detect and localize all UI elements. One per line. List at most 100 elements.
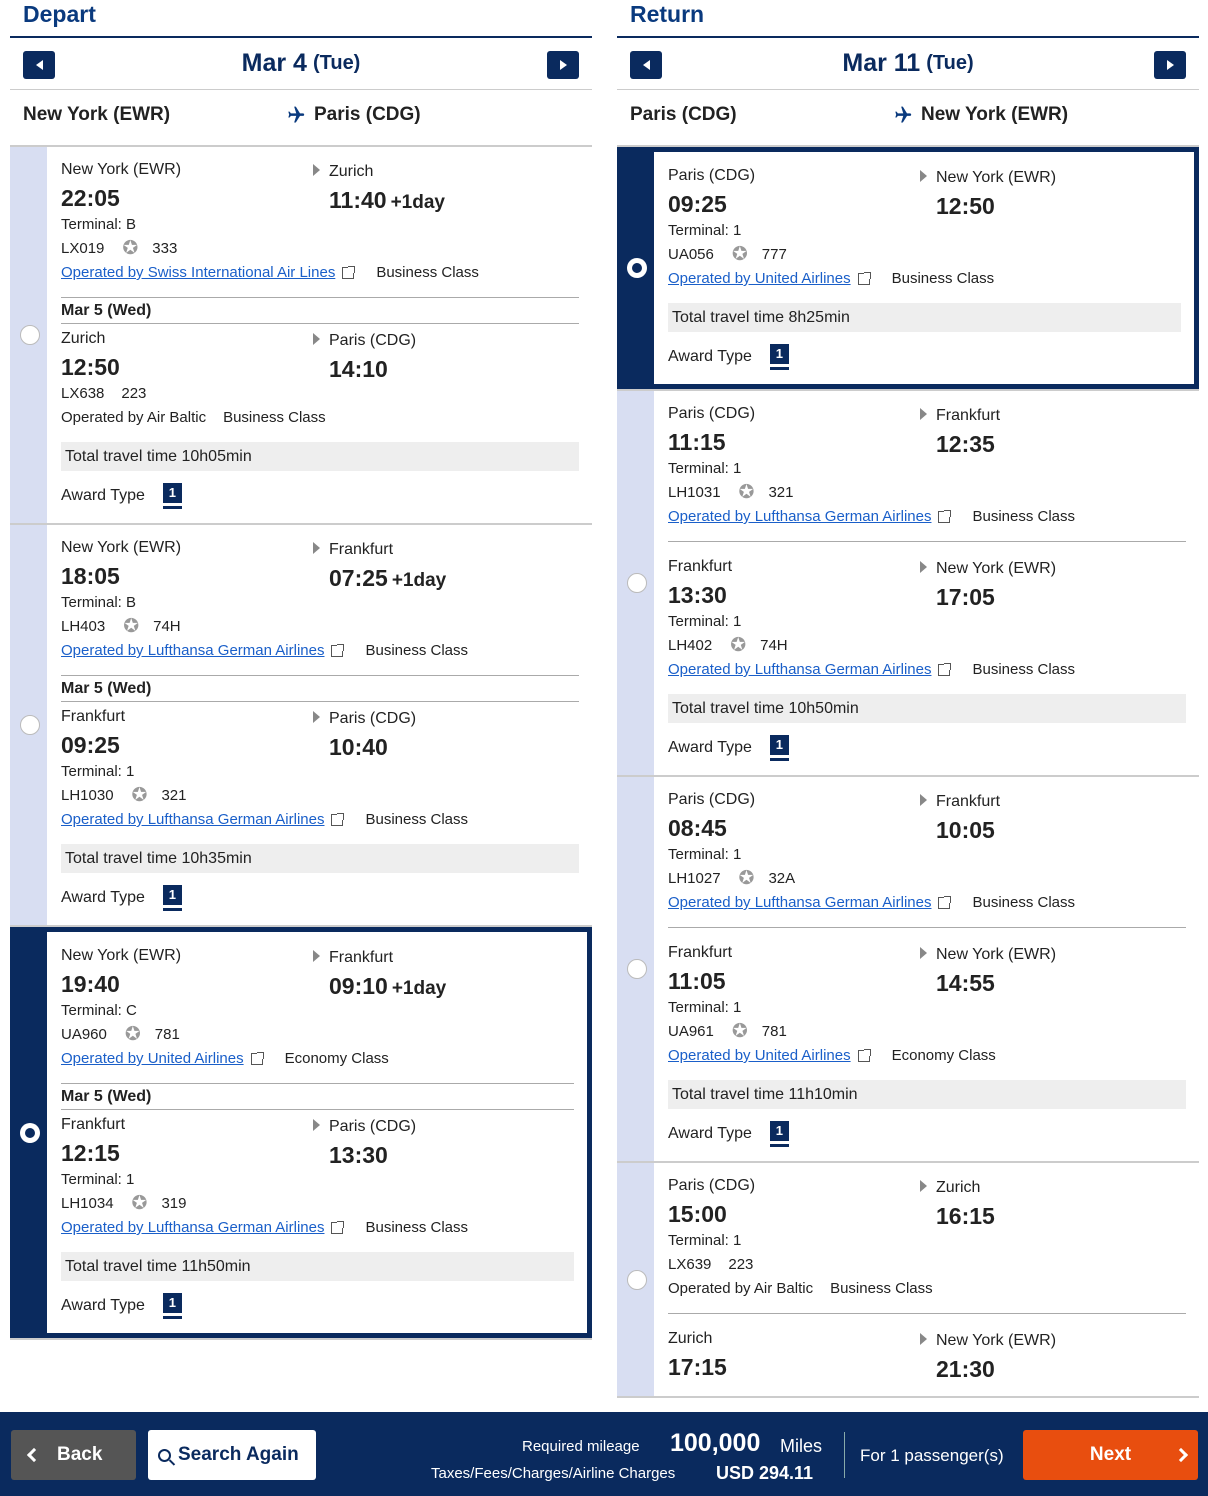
badge-underline: [162, 1316, 182, 1319]
award-type: Award Type 1: [61, 885, 579, 911]
return-dow: (Tue): [926, 52, 974, 74]
operator-link[interactable]: Operated by Lufthansa German Airlines: [668, 661, 932, 678]
terminal: Terminal: C: [61, 1002, 137, 1019]
flight-option[interactable]: Paris (CDG) 08:45 Frankfurt 10:05 Terminal: …: [617, 777, 1199, 1163]
star-alliance-icon: ✪: [122, 238, 139, 259]
selection-rail[interactable]: [10, 147, 47, 523]
operator-link[interactable]: Operated by Swiss International Air Line…: [61, 264, 336, 281]
aircraft-type: 74H: [760, 637, 788, 654]
terminal: Terminal: 1: [668, 1232, 742, 1249]
operator-link[interactable]: Operated by United Airlines: [668, 1047, 851, 1064]
star-alliance-icon: ✪: [131, 1193, 148, 1214]
search-again-button[interactable]: Search Again: [148, 1430, 316, 1480]
arrival-time-wrap: 16:15: [936, 1203, 995, 1230]
selection-rail[interactable]: [617, 152, 654, 384]
footer-divider: [844, 1432, 845, 1478]
flight-details: Paris (CDG) 09:25 New York (EWR) 12:50 Termi…: [654, 152, 1194, 384]
arrival-time: 16:15: [936, 1203, 995, 1229]
arrow-right-icon: [920, 170, 927, 182]
operator-link[interactable]: Operated by United Airlines: [61, 1050, 244, 1067]
flight-radio[interactable]: [627, 573, 647, 593]
search-again-label: Search Again: [178, 1444, 299, 1465]
cabin-class: Business Class: [365, 642, 469, 659]
selection-rail[interactable]: [617, 391, 654, 775]
cabin-class: Business Class: [972, 661, 1076, 678]
arrival-city: Zurich: [329, 163, 374, 180]
badge-underline: [769, 367, 789, 370]
flight-segment: Mar 5 (Wed) Frankfurt 09:25 Paris (CDG) 10:4…: [61, 675, 579, 832]
flight-option[interactable]: Paris (CDG) 15:00 Zurich 16:15 Terminal: 1 LX…: [617, 1163, 1199, 1398]
arrival-time: 21:30: [936, 1356, 995, 1382]
aircraft-type: 321: [768, 484, 794, 501]
flight-number-line: UA056 ✪ 777: [668, 243, 1181, 267]
plane-icon: [288, 106, 305, 123]
segment-times: Frankfurt 12:15 Paris (CDG) 13:30: [61, 1112, 574, 1168]
cabin-class: Business Class: [365, 1219, 469, 1236]
aircraft-type: 223: [728, 1256, 754, 1273]
award-type-number: 1: [162, 885, 182, 905]
flight-option[interactable]: Paris (CDG) 11:15 Frankfurt 12:35 Terminal: …: [617, 391, 1199, 777]
flight-number-line: LH1034 ✪ 319: [61, 1192, 574, 1216]
selection-rail[interactable]: [10, 525, 47, 925]
operator-link[interactable]: Operated by United Airlines: [668, 270, 851, 287]
flight-radio[interactable]: [627, 258, 647, 278]
return-prev-date-button[interactable]: [630, 51, 662, 79]
flight-number: LX019: [61, 240, 105, 257]
departure-city: New York (EWR): [61, 947, 182, 964]
arrival-city: Frankfurt: [329, 949, 394, 966]
depart-date: Mar 4: [241, 49, 307, 77]
operator-link[interactable]: Operated by Lufthansa German Airlines: [668, 894, 932, 911]
return-column: Return Mar 11 (Tue) Paris (CDG) New York…: [617, 0, 1199, 1412]
operator-link[interactable]: Operated by Lufthansa German Airlines: [61, 811, 325, 828]
selection-rail[interactable]: [617, 777, 654, 1161]
segment-divider: [61, 297, 579, 298]
selection-rail[interactable]: [617, 1163, 654, 1396]
flight-option[interactable]: New York (EWR) 22:05 Zurich 11:40 +1day Termi…: [10, 147, 592, 525]
terminal: Terminal: 1: [61, 763, 135, 780]
departure-time: 08:45: [668, 815, 727, 841]
total-travel-time: Total travel time 11h10min: [668, 1080, 1186, 1109]
arrival-time-wrap: 10:05: [936, 817, 995, 844]
flight-radio[interactable]: [627, 959, 647, 979]
depart-prev-date-button[interactable]: [23, 51, 55, 79]
flight-option[interactable]: New York (EWR) 18:05 Frankfurt 07:25 +1day Te…: [10, 525, 592, 927]
flight-number-line: LH403 ✪ 74H: [61, 615, 579, 639]
terminal: Terminal: 1: [668, 613, 742, 630]
operator-link[interactable]: Operated by Lufthansa German Airlines: [61, 642, 325, 659]
flight-option[interactable]: New York (EWR) 19:40 Frankfurt 09:10 +1day Te…: [10, 927, 592, 1340]
flight-radio[interactable]: [20, 1122, 40, 1143]
search-icon: [158, 1448, 171, 1462]
arrow-right-icon: [313, 164, 320, 176]
total-travel-time: Total travel time 8h25min: [668, 303, 1181, 332]
back-button[interactable]: Back: [11, 1430, 136, 1480]
selection-rail[interactable]: [10, 932, 47, 1333]
award-type-number: 1: [769, 1121, 789, 1141]
external-link-icon: [857, 272, 871, 285]
plane-icon: [895, 106, 912, 123]
next-button[interactable]: Next: [1023, 1430, 1198, 1480]
aircraft-type: 321: [161, 787, 187, 804]
operator-link[interactable]: Operated by Lufthansa German Airlines: [61, 1219, 325, 1236]
flight-number-line: UA960 ✪ 781: [61, 1023, 574, 1047]
flight-radio[interactable]: [20, 715, 40, 735]
next-day-indicator: +1day: [390, 192, 445, 213]
return-next-date-button[interactable]: [1154, 51, 1186, 79]
depart-next-date-button[interactable]: [547, 51, 579, 79]
arrival-city: New York (EWR): [936, 946, 1057, 963]
badge-underline: [769, 1144, 789, 1147]
award-type-number: 1: [769, 344, 789, 364]
operator-line: Operated by Lufthansa German Airlines Bus…: [61, 808, 579, 832]
aircraft-type: 74H: [153, 618, 181, 635]
award-type-label: Award Type: [61, 487, 145, 504]
flight-segment: New York (EWR) 18:05 Frankfurt 07:25 +1day Te…: [61, 535, 579, 663]
flight-radio[interactable]: [20, 325, 40, 345]
arrow-right-icon: [920, 1333, 927, 1345]
flight-number-line: LX019 ✪ 333: [61, 237, 579, 261]
flight-radio[interactable]: [627, 1269, 647, 1290]
star-alliance-icon: ✪: [731, 244, 748, 265]
departure-time: 15:00: [668, 1201, 727, 1227]
flight-details: New York (EWR) 22:05 Zurich 11:40 +1day Termi…: [47, 147, 592, 523]
award-type-label: Award Type: [61, 1297, 145, 1314]
flight-option[interactable]: Paris (CDG) 09:25 New York (EWR) 12:50 Termi…: [617, 147, 1199, 391]
operator-link[interactable]: Operated by Lufthansa German Airlines: [668, 508, 932, 525]
